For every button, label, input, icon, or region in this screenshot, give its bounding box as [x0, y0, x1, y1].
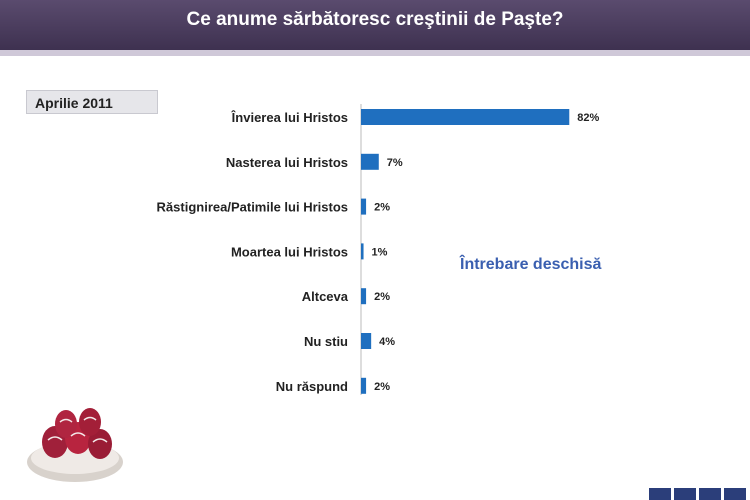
header-divider: [0, 50, 750, 56]
value-label: 82%: [577, 112, 599, 124]
easter-eggs-bowl-image: [27, 408, 123, 482]
category-label: Nasterea lui Hristos: [226, 155, 348, 170]
bar: [361, 288, 367, 305]
category-label: Moartea lui Hristos: [231, 244, 348, 259]
value-label: 1%: [372, 246, 388, 258]
bar: [361, 243, 364, 260]
value-label: 4%: [379, 336, 395, 348]
bar: [361, 109, 570, 125]
date-badge: Aprilie 2011: [26, 90, 158, 114]
category-label: Răstignirea/Patimile lui Hristos: [157, 200, 348, 215]
value-label: 7%: [387, 157, 403, 169]
header-bar: [0, 0, 750, 50]
page-title: Ce anume sărbătoresc creştinii de Paşte?: [186, 9, 564, 30]
logo-blocks: [649, 488, 746, 500]
category-label: Nu stiu: [304, 334, 348, 349]
value-label: 2%: [374, 381, 390, 393]
question-note: Întrebare deschisă: [460, 256, 602, 273]
value-label: 2%: [374, 202, 390, 214]
bar: [361, 153, 379, 170]
bar: [361, 198, 367, 215]
value-label: 2%: [374, 291, 390, 303]
category-label: Altceva: [302, 289, 349, 304]
bar: [361, 333, 372, 349]
bar: [361, 377, 367, 394]
category-label: Învierea lui Hristos: [231, 110, 348, 125]
category-label: Nu răspund: [276, 379, 348, 394]
